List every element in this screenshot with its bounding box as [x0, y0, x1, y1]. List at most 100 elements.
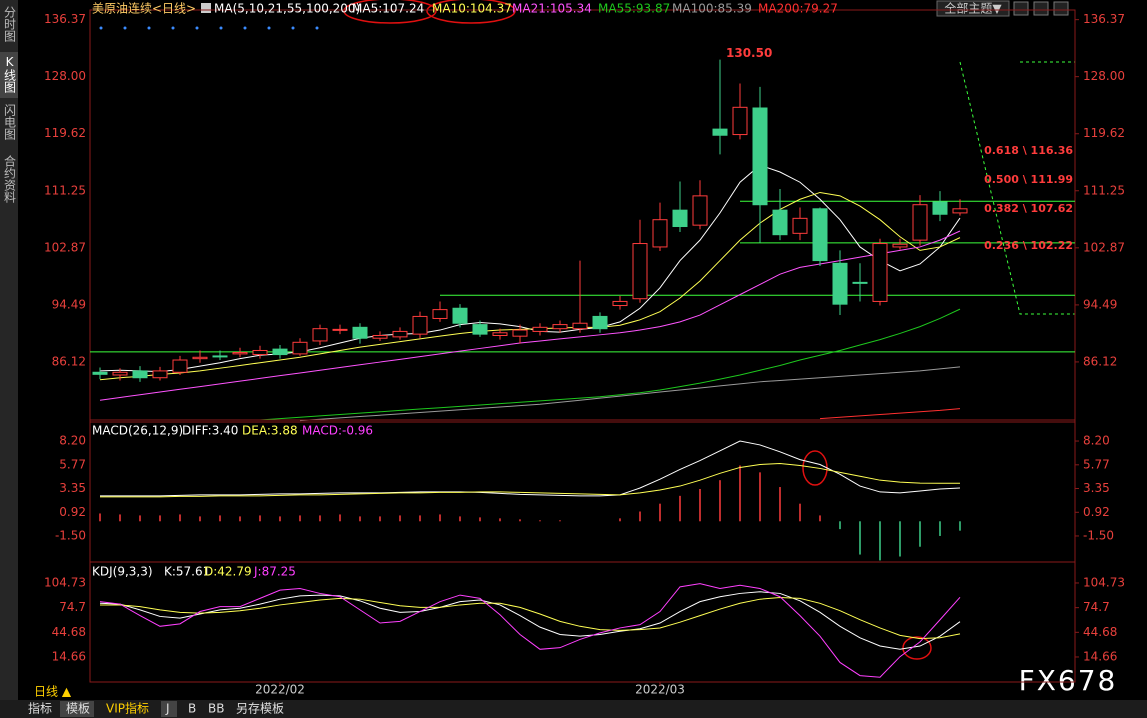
bottom-tab[interactable]: 另存模板: [236, 702, 284, 716]
icon[interactable]: [1013, 1, 1029, 16]
legend-entry: MA10:104.37: [432, 2, 512, 16]
candle-body: [212, 355, 228, 358]
bottom-tab[interactable]: BB: [208, 702, 224, 716]
tab-active: [161, 701, 177, 717]
y-tick-label: -1.50: [55, 528, 86, 542]
x-tick-label: 2022/03: [635, 683, 685, 697]
marker-dot: [123, 26, 127, 30]
candle-body: [532, 326, 548, 332]
legend-entry: MACD:-0.96: [302, 424, 373, 438]
bottom-tab[interactable]: B: [188, 702, 196, 716]
y-tick-label: 86.12: [1083, 354, 1117, 368]
y-tick-label: 94.49: [52, 297, 86, 311]
panel-title: KDJ(9,3,3): [92, 565, 153, 579]
icon[interactable]: [1053, 1, 1069, 16]
candle-body: [132, 370, 148, 379]
marker-dot: [99, 26, 103, 30]
candle-body: [772, 209, 788, 236]
candle-body: [392, 330, 408, 338]
y-tick-label: 119.62: [44, 126, 86, 140]
y-tick-label: 111.25: [1083, 183, 1125, 197]
y-tick-label: 136.37: [44, 12, 86, 26]
y-tick-label: 0.92: [1083, 505, 1110, 519]
candle-body: [512, 329, 528, 337]
candle-body: [232, 352, 248, 355]
y-tick-label: 74.7: [59, 600, 86, 614]
y-tick-label: 3.35: [59, 481, 86, 495]
period-selector[interactable]: 日线 ▲: [34, 685, 72, 699]
y-tick-label: 104.73: [1083, 575, 1125, 589]
marker-dot: [291, 26, 295, 30]
candle-body: [812, 208, 828, 262]
candle-body: [492, 332, 508, 336]
fib-label: 0.236 \ 102.22: [984, 239, 1073, 252]
candle-body: [672, 209, 688, 228]
panel-title: 美原油连续<日线>: [92, 1, 196, 16]
candle-body: [272, 348, 288, 356]
ma-line: [99, 230, 961, 401]
marker-dot: [171, 26, 175, 30]
candle-body: [172, 359, 188, 373]
fib-label: 0.382 \ 107.62: [984, 202, 1073, 215]
candle-body: [192, 356, 208, 360]
theme-button-box: [936, 0, 1010, 17]
candle-body: [472, 324, 488, 335]
marker-dot: [195, 26, 199, 30]
sidebar-tab[interactable]: 分时图: [3, 6, 17, 42]
macd-line: [100, 440, 961, 497]
y-tick-label: 44.68: [52, 625, 86, 639]
sidebar-tab[interactable]: 闪电图: [3, 104, 17, 140]
legend-entry: MA21:105.34: [512, 2, 592, 16]
projection-lines: [959, 61, 1075, 315]
legend-entry: MA55:93.87: [598, 2, 670, 16]
candle-body: [852, 281, 868, 284]
candle-body: [112, 371, 128, 376]
legend-entry: MA200:79.27: [758, 2, 838, 16]
circle: [902, 636, 932, 660]
candle-body: [432, 309, 448, 319]
settings-icon[interactable]: [201, 3, 211, 13]
candle-body: [732, 106, 748, 136]
y-tick-label: 0.92: [59, 505, 86, 519]
y-tick-label: 119.62: [1083, 126, 1125, 140]
legend-entry: J:87.25: [253, 565, 296, 579]
circle: [426, 0, 516, 24]
y-tick-label: 14.66: [52, 649, 86, 663]
ma-line: [299, 366, 961, 422]
y-tick-label: 128.00: [1083, 69, 1125, 83]
high-label: 130.50: [726, 46, 772, 60]
candle-body: [932, 201, 948, 215]
candle-body: [452, 307, 468, 324]
candle-body: [552, 324, 568, 330]
fib-label: 0.500 \ 111.99: [984, 173, 1073, 186]
bottom-tab[interactable]: VIP指标: [106, 701, 149, 716]
candle-body: [412, 315, 428, 335]
candle-body: [572, 322, 588, 330]
candle-body: [372, 334, 388, 339]
marker-dot: [315, 26, 319, 30]
icon[interactable]: [1033, 1, 1049, 16]
bottom-tab[interactable]: 指标: [28, 701, 52, 716]
panel-frame: [89, 561, 1076, 683]
panel-subtitle: MA(5,10,21,55,100,200): [214, 2, 360, 16]
sidebar-tab[interactable]: K线图: [3, 55, 17, 93]
y-tick-label: 136.37: [1083, 12, 1125, 26]
theme-button[interactable]: 全部主题▼: [944, 1, 1002, 16]
candle-body: [92, 371, 108, 375]
bottom-tab[interactable]: J: [165, 702, 170, 716]
y-tick-label: 3.35: [1083, 481, 1110, 495]
candle-body: [252, 349, 268, 356]
y-tick-label: 102.87: [1083, 240, 1125, 254]
y-tick-label: 111.25: [44, 183, 86, 197]
sidebar-tab[interactable]: 合约资料: [3, 154, 17, 203]
marker-dot: [147, 26, 151, 30]
legend-entry: DIFF:3.40: [182, 424, 238, 438]
candle-body: [752, 107, 768, 206]
bottom-tab[interactable]: 模板: [66, 702, 90, 716]
fib-label: 0.618 \ 116.36: [984, 144, 1073, 157]
candle-body: [952, 208, 968, 214]
candle-body: [612, 300, 628, 307]
y-tick-label: 5.77: [59, 457, 86, 471]
watermark: FX678: [1019, 664, 1118, 697]
